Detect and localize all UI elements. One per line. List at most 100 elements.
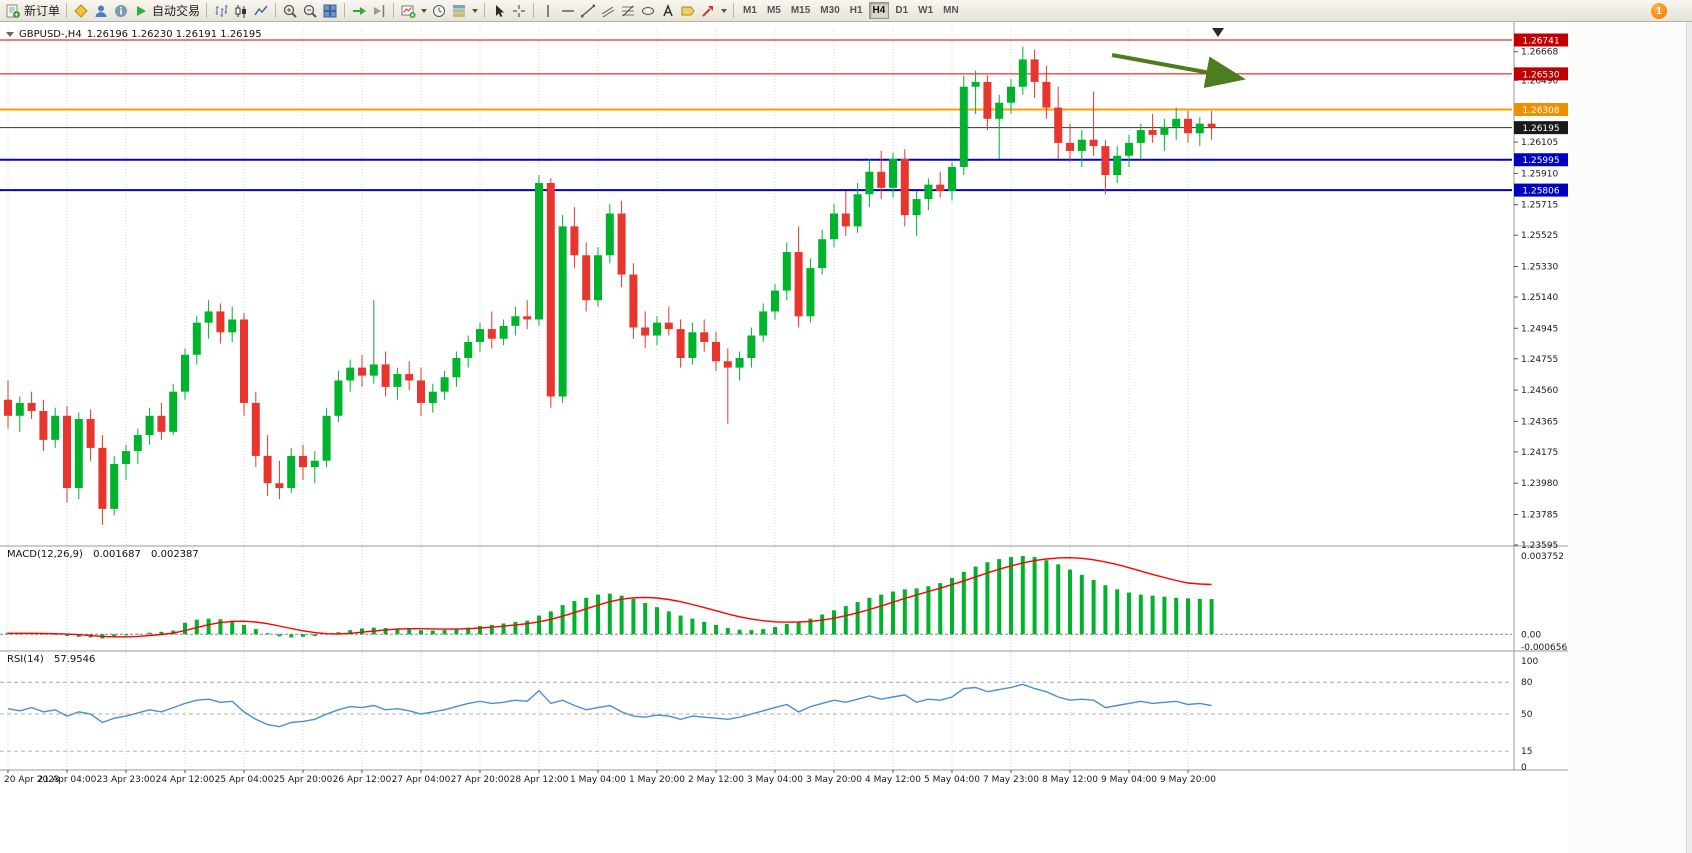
svg-text:1.23785: 1.23785 (1521, 511, 1558, 521)
toolbar-separator (484, 3, 486, 18)
text-label-button[interactable] (678, 1, 698, 21)
new-chart-icon (401, 5, 416, 18)
svg-text:50: 50 (1521, 710, 1533, 720)
tf-w1-button[interactable]: W1 (914, 2, 937, 19)
tf-m5-button[interactable]: M5 (763, 2, 785, 19)
vertical-line-button[interactable] (538, 1, 558, 21)
cursor-button[interactable] (489, 1, 509, 21)
svg-text:2 May 12:00: 2 May 12:00 (688, 775, 744, 785)
tile-windows-button[interactable] (320, 1, 340, 21)
tf-mn-button[interactable]: MN (939, 2, 963, 19)
trendline-icon (581, 4, 596, 17)
fibonacci-button[interactable] (618, 1, 638, 21)
bar-chart-button[interactable] (211, 1, 231, 21)
crosshair-icon (513, 4, 526, 17)
tf-m30-button[interactable]: M30 (816, 2, 843, 19)
svg-text:25 Apr 20:00: 25 Apr 20:00 (274, 775, 333, 785)
zoom-out-button[interactable] (300, 1, 320, 21)
candlestick-chart-button[interactable] (231, 1, 251, 21)
svg-text:1.24175: 1.24175 (1521, 448, 1558, 458)
svg-text:20 Apr 2023: 20 Apr 2023 (4, 775, 60, 785)
tf-d1-button[interactable]: D1 (891, 2, 912, 19)
svg-text:15: 15 (1521, 747, 1532, 757)
macd-main-value: 0.001687 (93, 549, 141, 560)
line-chart-button[interactable] (251, 1, 271, 21)
horizontal-line-button[interactable] (558, 1, 578, 21)
info-button[interactable] (111, 1, 131, 21)
chart-canvas[interactable]: 1.26668 1.26490 1.26105 1.25910 1.25715 1.255… (0, 22, 1568, 853)
toolbar-separator (533, 3, 535, 18)
svg-text:27 Apr 20:00: 27 Apr 20:00 (451, 775, 510, 785)
text-icon (663, 3, 673, 16)
toolbar-separator (393, 3, 395, 18)
zoom-in-icon (283, 4, 297, 18)
play-icon (137, 5, 147, 16)
chart-menu-caret-icon[interactable] (6, 32, 14, 37)
svg-text:23 Apr 23:00: 23 Apr 23:00 (97, 775, 156, 785)
svg-text:25 Apr 04:00: 25 Apr 04:00 (215, 775, 274, 785)
indicators-button[interactable] (71, 1, 91, 21)
crosshair-button[interactable] (509, 1, 529, 21)
shapes-button[interactable] (638, 1, 658, 21)
horizontal-line-icon (562, 9, 575, 12)
svg-text:100: 100 (1521, 657, 1538, 667)
templates-button[interactable] (449, 1, 480, 21)
bar-chart-icon (215, 4, 228, 17)
templates-icon (453, 4, 466, 17)
tf-m1-button[interactable]: M1 (739, 2, 761, 19)
timeframe-toolbar: M1 M5 M15 M30 H1 H4 D1 W1 MN (738, 2, 964, 19)
svg-text:1.26105: 1.26105 (1521, 138, 1558, 148)
arrow-symbol-icon (702, 5, 714, 17)
autotrading-button[interactable]: 自动交易 (131, 1, 202, 21)
arrows-button[interactable] (698, 1, 729, 21)
dropdown-caret-icon (721, 8, 728, 13)
svg-text:24 Apr 12:00: 24 Apr 12:00 (156, 775, 215, 785)
macd-indicator-label: MACD(12,26,9) 0.001687 0.002387 (7, 549, 199, 560)
svg-text:80: 80 (1521, 678, 1533, 688)
svg-text:1.26308: 1.26308 (1522, 106, 1559, 116)
dropdown-caret-icon (472, 8, 479, 13)
notification-badge[interactable]: 1 (1651, 3, 1667, 19)
chart-ohlc-readout: 1.26196 1.26230 1.26191 1.26195 (86, 29, 262, 40)
vertical-line-icon (547, 4, 549, 17)
right-gutter (1568, 22, 1692, 853)
community-button[interactable] (91, 1, 111, 21)
svg-text:28 Apr 12:00: 28 Apr 12:00 (510, 775, 569, 785)
tf-h1-button[interactable]: H1 (846, 2, 867, 19)
candlestick-chart-icon (235, 4, 247, 18)
svg-text:1.25330: 1.25330 (1521, 262, 1558, 272)
toolbar-separator (206, 3, 208, 18)
tf-m15-button[interactable]: M15 (787, 2, 814, 19)
new-order-label: 新订单 (24, 4, 61, 18)
channel-icon (601, 6, 615, 17)
zoom-in-button[interactable] (280, 1, 300, 21)
window-scrollbar[interactable] (1686, 22, 1692, 853)
svg-text:26 Apr 12:00: 26 Apr 12:00 (333, 775, 392, 785)
text-label-icon (681, 6, 695, 15)
period-button[interactable] (429, 1, 449, 21)
svg-text:0.00: 0.00 (1521, 630, 1541, 640)
chart-title: GBPUSD-,H4 1.26196 1.26230 1.26191 1.261… (6, 29, 262, 40)
rsi-indicator-label: RSI(14) 57.9546 (7, 654, 95, 665)
ellipse-shape-icon (642, 6, 655, 15)
new-order-button[interactable]: 新订单 (3, 1, 62, 21)
svg-text:1.25910: 1.25910 (1521, 169, 1558, 179)
svg-text:9 May 20:00: 9 May 20:00 (1160, 775, 1216, 785)
macd-signal-value: 0.002387 (151, 549, 199, 560)
svg-text:1.25995: 1.25995 (1522, 156, 1559, 166)
trendline-button[interactable] (578, 1, 598, 21)
chart-shift-button[interactable] (369, 1, 389, 21)
fibonacci-icon (622, 5, 635, 16)
svg-text:1.25525: 1.25525 (1521, 231, 1558, 241)
tf-h4-button[interactable]: H4 (868, 2, 890, 19)
new-chart-button[interactable] (398, 1, 429, 21)
svg-text:4 May 12:00: 4 May 12:00 (865, 775, 921, 785)
text-button[interactable] (658, 1, 678, 21)
svg-text:1.26530: 1.26530 (1522, 70, 1559, 80)
channel-button[interactable] (598, 1, 618, 21)
macd-name: MACD(12,26,9) (7, 549, 83, 560)
svg-text:0.003752: 0.003752 (1521, 552, 1564, 562)
indicators-icon (74, 3, 88, 18)
svg-text:1.23595: 1.23595 (1521, 541, 1558, 551)
auto-scroll-button[interactable] (349, 1, 369, 21)
